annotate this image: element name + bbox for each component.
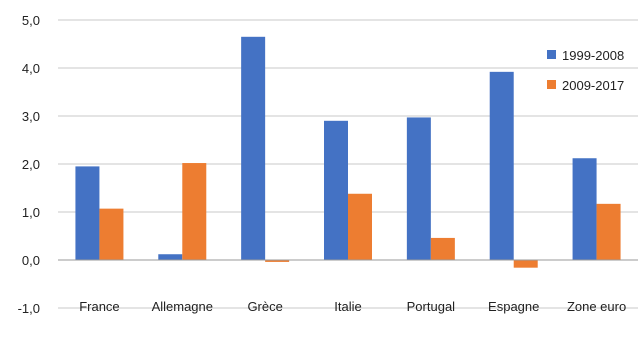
bar: [99, 208, 124, 260]
bar: [430, 237, 455, 260]
x-tick-label: Italie: [334, 299, 361, 314]
bar: [182, 163, 207, 260]
y-tick-label: 2,0: [22, 157, 40, 172]
x-tick-label: France: [79, 299, 119, 314]
bar: [489, 71, 514, 260]
legend-label: 1999-2008: [562, 48, 624, 63]
y-tick-label: 4,0: [22, 61, 40, 76]
x-tick-label: Portugal: [407, 299, 456, 314]
y-tick-label: 5,0: [22, 13, 40, 28]
bar: [265, 260, 290, 262]
legend-label: 2009-2017: [562, 78, 624, 93]
y-tick-label: -1,0: [18, 301, 40, 316]
legend-swatch: [547, 50, 556, 59]
legend-swatch: [547, 80, 556, 89]
bar: [241, 36, 266, 260]
x-tick-label: Allemagne: [152, 299, 213, 314]
bar: [572, 158, 597, 260]
bar: [75, 166, 100, 260]
x-tick-label: Espagne: [488, 299, 539, 314]
x-tick-label: Zone euro: [567, 299, 626, 314]
y-tick-label: 3,0: [22, 109, 40, 124]
y-tick-label: 0,0: [22, 253, 40, 268]
bar: [324, 120, 348, 260]
bar: [348, 193, 372, 260]
x-tick-label: Grèce: [247, 299, 282, 314]
y-tick-label: 1,0: [22, 205, 40, 220]
bar: [406, 117, 431, 260]
bar: [513, 260, 538, 268]
bar: [158, 254, 183, 260]
bar: [596, 203, 621, 260]
